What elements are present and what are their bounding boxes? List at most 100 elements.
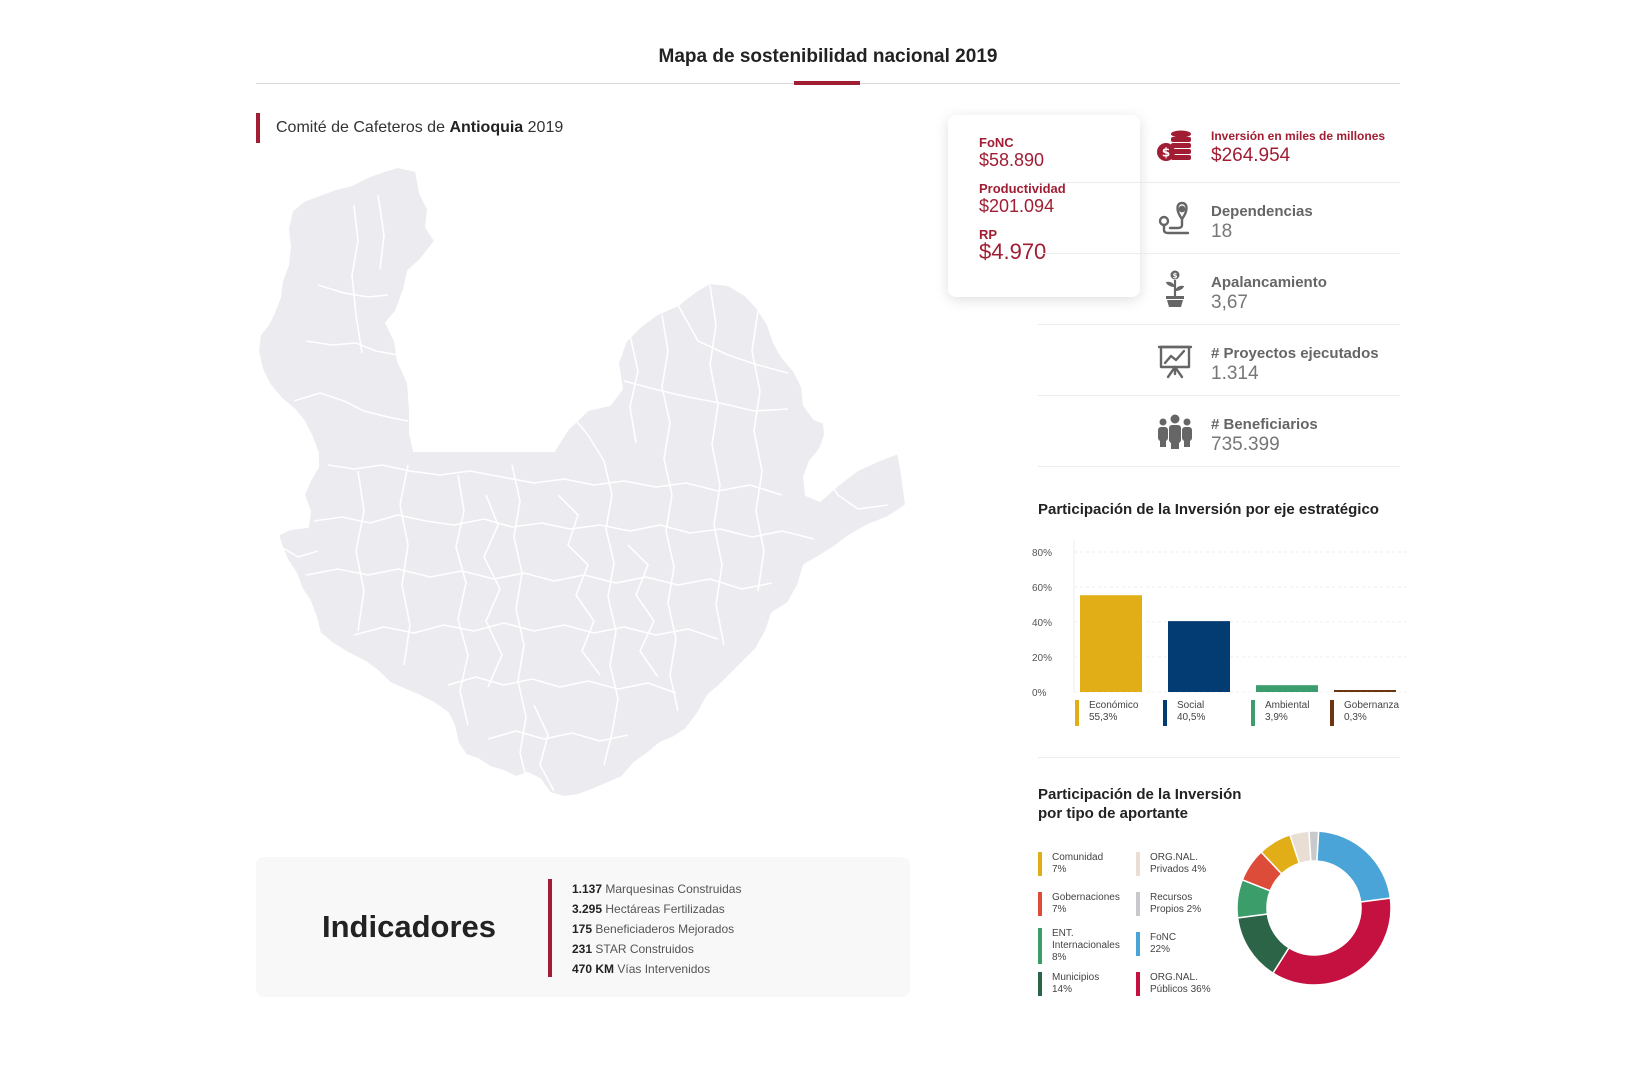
bar-y-tick: 60%	[1032, 583, 1052, 594]
legend-text: Municipios	[1052, 972, 1099, 984]
indicator-label: Hectáreas Fertilizadas	[605, 902, 724, 916]
stat-beneficiarios: # Beneficiarios 735.399	[1038, 396, 1400, 467]
legend-municipios: Municipios 14%	[1038, 972, 1099, 996]
location-route-icon	[1156, 199, 1194, 237]
indicator-value: 231	[572, 942, 592, 956]
donut-chart-title: Participación de la Inversión por tipo d…	[1038, 785, 1241, 823]
indicator-item: 470 KM Vías Intervenidos	[572, 959, 741, 979]
legend-text: 8%	[1052, 952, 1120, 964]
bar-legend-value: 40,5%	[1177, 712, 1205, 724]
page-header: Mapa de sostenibilidad nacional 2019	[256, 0, 1400, 84]
stat-proyectos: # Proyectos ejecutados 1.314	[1038, 325, 1400, 396]
bar-legend-name: Social	[1177, 700, 1205, 712]
legend-text: ENT.	[1052, 928, 1120, 940]
page-title: Mapa de sostenibilidad nacional 2019	[256, 46, 1400, 68]
indicator-label: Vías Intervenidos	[617, 962, 710, 976]
bar-legend-ambiental: Ambiental 3,9%	[1251, 700, 1309, 726]
indicator-item: 1.137 Marquesinas Construidas	[572, 879, 741, 899]
indicator-label: Marquesinas Construidas	[605, 882, 741, 896]
bar-y-tick: 40%	[1032, 618, 1052, 629]
bar-ambiental[interactable]	[1256, 685, 1318, 692]
bar-legend-economico: Económico 55,3%	[1075, 700, 1138, 726]
presentation-chart-icon	[1156, 341, 1194, 379]
people-group-icon	[1156, 412, 1194, 450]
legend-publicos: ORG.NAL. Públicos 36%	[1136, 972, 1211, 996]
indicator-item: 231 STAR Construidos	[572, 939, 741, 959]
indicator-item: 175 Beneficiaderos Mejorados	[572, 919, 741, 939]
bar-chart-title: Participación de la Inversión por eje es…	[1038, 500, 1379, 519]
bar-legend-name: Gobernanza	[1344, 700, 1399, 712]
legend-fonc: FoNC 22%	[1136, 932, 1176, 956]
indicator-value: 1.137	[572, 882, 602, 896]
bar-legend-name: Económico	[1089, 700, 1138, 712]
svg-text:$: $	[1162, 146, 1170, 160]
legend-text: Públicos 36%	[1150, 984, 1211, 996]
donut-slice-recursos-propios[interactable]	[1309, 831, 1319, 861]
indicator-value: 470 KM	[572, 962, 614, 976]
indicator-value: 3.295	[572, 902, 602, 916]
stat-inversion-label: Inversión en miles de millones	[1211, 129, 1385, 143]
antioquia-map[interactable]	[258, 165, 908, 825]
legend-text: ORG.NAL.	[1150, 852, 1206, 864]
legend-text: FoNC	[1150, 932, 1176, 944]
legend-text: Internacionales	[1052, 940, 1120, 952]
indicators-panel: Indicadores 1.137 Marquesinas Construida…	[256, 857, 910, 997]
stats-list: $ Inversión en miles de millones $264.95…	[1038, 112, 1400, 467]
legend-internacionales: ENT. Internacionales 8%	[1038, 928, 1120, 964]
stat-dependencias-label: Dependencias	[1211, 203, 1313, 220]
bar-legend-value: 0,3%	[1344, 712, 1399, 724]
legend-text: Privados 4%	[1150, 864, 1206, 876]
stat-apalancamiento-value: 3,67	[1211, 292, 1248, 314]
indicator-label: STAR Construidos	[595, 942, 693, 956]
title-accent-underline	[794, 81, 860, 85]
donut-slice-fonc[interactable]	[1317, 831, 1391, 902]
stat-beneficiarios-label: # Beneficiarios	[1211, 416, 1318, 433]
legend-text: 7%	[1052, 864, 1103, 876]
svg-text:$: $	[1173, 272, 1178, 280]
bar-legend-gobernanza: Gobernanza 0,3%	[1330, 700, 1399, 726]
stat-dependencias-value: 18	[1211, 221, 1232, 243]
legend-text: ORG.NAL.	[1150, 972, 1211, 984]
donut-title-line2: por tipo de aportante	[1038, 804, 1241, 823]
bar-social[interactable]	[1168, 621, 1230, 692]
strategic-axis-bar-chart: 80% 60% 40% 20% 0%	[1030, 530, 1410, 698]
stat-apalancamiento-label: Apalancamiento	[1211, 274, 1327, 291]
bar-y-tick: 80%	[1032, 548, 1052, 559]
stat-proyectos-label: # Proyectos ejecutados	[1211, 345, 1379, 362]
legend-text: Comunidad	[1052, 852, 1103, 864]
bar-legend-social: Social 40,5%	[1163, 700, 1205, 726]
coins-icon: $	[1156, 128, 1194, 166]
legend-privados: ORG.NAL. Privados 4%	[1136, 852, 1206, 876]
stat-proyectos-value: 1.314	[1211, 363, 1259, 385]
legend-text: 14%	[1052, 984, 1099, 996]
legend-text: 22%	[1150, 944, 1176, 956]
donut-slice-org-nal-p-blicos[interactable]	[1273, 898, 1391, 985]
indicator-label: Beneficiaderos Mejorados	[595, 922, 734, 936]
stat-inversion: $ Inversión en miles de millones $264.95…	[1038, 112, 1400, 183]
section-divider	[1038, 757, 1400, 758]
bar-legend-name: Ambiental	[1265, 700, 1309, 712]
indicators-title: Indicadores	[322, 909, 496, 945]
stat-apalancamiento: $ Apalancamiento 3,67	[1038, 254, 1400, 325]
legend-propios: Recursos Propios 2%	[1136, 892, 1201, 916]
legend-gobernaciones: Gobernaciones 7%	[1038, 892, 1120, 916]
bar-gobernanza[interactable]	[1334, 690, 1396, 692]
contributor-donut-chart	[1236, 830, 1392, 986]
stat-beneficiarios-value: 735.399	[1211, 434, 1280, 456]
legend-text: Gobernaciones	[1052, 892, 1120, 904]
money-plant-icon: $	[1156, 270, 1194, 308]
bar-econmico[interactable]	[1080, 595, 1142, 692]
legend-text: Recursos	[1150, 892, 1201, 904]
indicator-item: 3.295 Hectáreas Fertilizadas	[572, 899, 741, 919]
donut-title-line1: Participación de la Inversión	[1038, 785, 1241, 804]
legend-comunidad: Comunidad 7%	[1038, 852, 1103, 876]
legend-text: 7%	[1052, 904, 1120, 916]
committee-heading: Comité de Cafeteros de Antioquia 2019	[256, 113, 563, 143]
committee-region: Antioquia	[449, 119, 523, 136]
legend-text: Propios 2%	[1150, 904, 1201, 916]
bar-legend-value: 55,3%	[1089, 712, 1138, 724]
stat-dependencias: Dependencias 18	[1038, 183, 1400, 254]
indicator-value: 175	[572, 922, 592, 936]
bar-y-tick: 0%	[1032, 688, 1047, 698]
bar-y-tick: 20%	[1032, 653, 1052, 664]
